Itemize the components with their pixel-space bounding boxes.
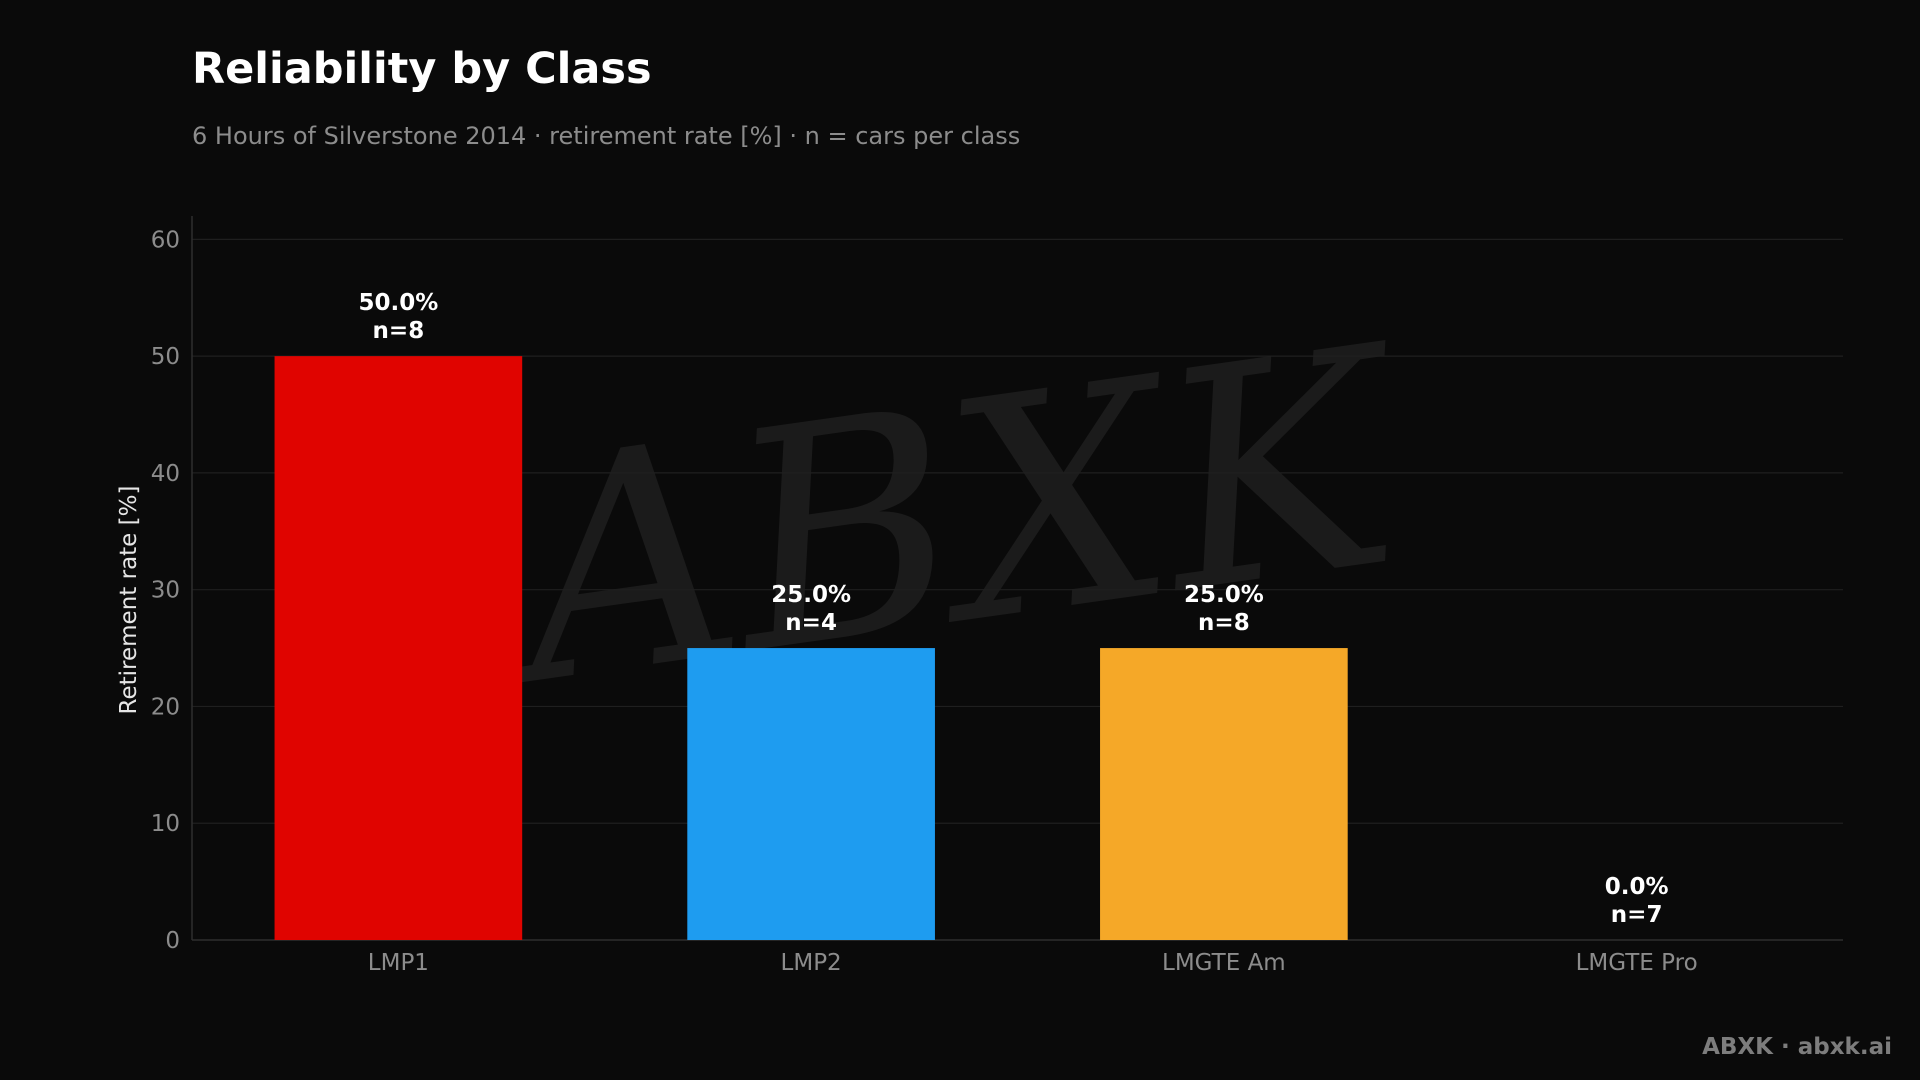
chart-title: Reliability by Class [192, 44, 652, 94]
y-tick-label: 30 [151, 578, 180, 604]
y-tick-label: 10 [151, 811, 180, 837]
bars [274, 356, 1348, 940]
footer-brand: ABXK · abxk.ai [1702, 1034, 1892, 1060]
bar-count-label: n=4 [785, 610, 837, 636]
y-tick-label: 60 [151, 227, 180, 253]
chart-subtitle: 6 Hours of Silverstone 2014 · retirement… [192, 122, 1021, 150]
y-axis-label: Retirement rate [%] [116, 486, 142, 715]
bar-count-label: n=8 [373, 318, 425, 344]
y-tick-label: 0 [165, 928, 180, 954]
bar-lmp1 [274, 356, 523, 940]
x-tick-label: LMGTE Am [1162, 950, 1286, 976]
x-tick-label: LMP2 [781, 950, 842, 976]
labels: 0 10 20 30 40 50 60 Retirement rate [%] LMP1 50.0… [116, 227, 1698, 976]
y-tick-label: 40 [151, 461, 180, 487]
y-tick-label: 50 [151, 344, 180, 370]
bar-count-label: n=8 [1198, 610, 1250, 636]
x-tick-label: LMP1 [368, 950, 429, 976]
x-tick-label: LMGTE Pro [1576, 950, 1698, 976]
bar-lmp2 [687, 648, 935, 940]
bar-count-label: n=7 [1611, 902, 1663, 928]
bar-value-label: 25.0% [771, 582, 851, 608]
bar-value-label: 0.0% [1605, 874, 1669, 900]
y-tick-label: 20 [151, 694, 180, 720]
bar-lmgte-am [1100, 648, 1348, 940]
bar-value-label: 50.0% [358, 290, 438, 316]
bar-value-label: 25.0% [1184, 582, 1264, 608]
